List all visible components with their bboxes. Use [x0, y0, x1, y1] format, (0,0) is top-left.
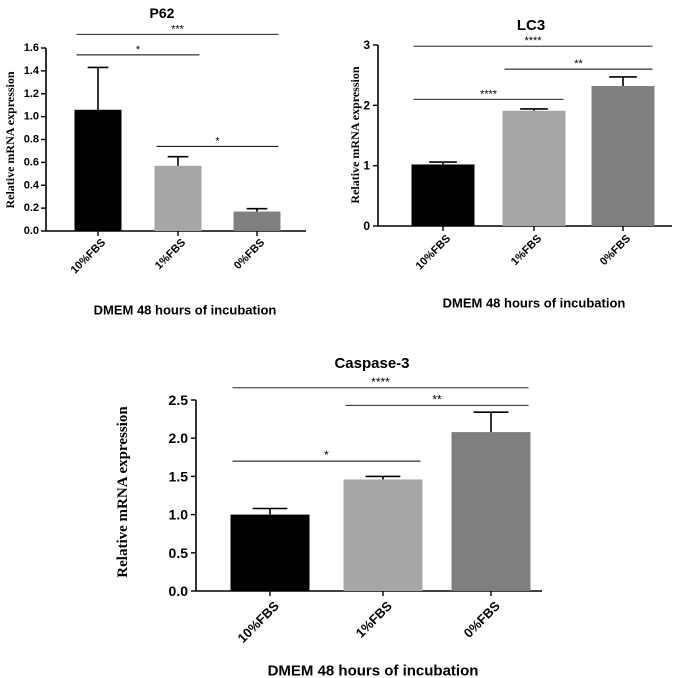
p62-bar — [74, 109, 122, 231]
lc3-ylabel: Relative mRNA expression — [348, 66, 362, 203]
lc3-category-label: 1%FBS — [509, 233, 544, 268]
p62-ytick-label: 1.4 — [24, 65, 40, 77]
caspase3-xlabel: DMEM 48 hours of incubation — [268, 663, 479, 678]
lc3-significance-label: **** — [480, 88, 498, 100]
caspase3-category-label: 1%FBS — [353, 598, 396, 641]
caspase3-ytick-label: 0.5 — [169, 545, 189, 561]
p62-title: P62 — [150, 5, 175, 21]
p62-ytick-label: 1.6 — [24, 42, 39, 54]
lc3-ytick-label: 2 — [363, 98, 370, 112]
caspase3-ylabel: Relative mRNA expression — [115, 406, 131, 578]
p62-bar — [154, 165, 202, 231]
caspase3-significance-label: **** — [371, 375, 390, 389]
p62-ytick-label: 0.2 — [24, 202, 39, 214]
caspase3-ytick-label: 2.5 — [169, 392, 189, 408]
lc3-significance-label: ** — [574, 58, 583, 70]
p62-ylabel: Relative mRNA expression — [3, 71, 17, 208]
caspase3-ytick-label: 2.0 — [169, 430, 189, 446]
lc3-title: LC3 — [517, 17, 545, 34]
lc3-significance-label: **** — [524, 35, 542, 47]
caspase3-category-label: 0%FBS — [461, 598, 504, 641]
p62-category-label: 1%FBS — [153, 237, 188, 272]
p62-bar — [233, 211, 281, 231]
caspase3-significance-label: ** — [432, 392, 442, 406]
caspase3-ytick-label: 0.0 — [169, 583, 189, 599]
p62-ytick-label: 1.0 — [24, 111, 39, 123]
p62-ytick-label: 0.0 — [24, 225, 39, 237]
p62-ytick-label: 0.6 — [24, 156, 39, 168]
lc3-bar — [591, 86, 655, 226]
p62-category-label: 0%FBS — [232, 237, 267, 272]
p62-significance-label: *** — [171, 23, 185, 35]
p62-significance-label: * — [136, 44, 141, 56]
lc3-xlabel: DMEM 48 hours of incubation — [443, 296, 626, 311]
caspase3-ytick-label: 1.0 — [169, 507, 189, 523]
p62-significance-label: * — [215, 135, 220, 147]
lc3-bar — [411, 164, 475, 226]
lc3-category-label: 0%FBS — [598, 233, 633, 268]
lc3-ytick-label: 1 — [363, 159, 370, 173]
p62-ytick-label: 0.4 — [24, 179, 40, 191]
lc3-bar — [502, 110, 566, 226]
lc3-category-label: 10%FBS — [414, 233, 454, 273]
caspase3-significance-label: * — [324, 448, 329, 462]
p62-ytick-label: 1.2 — [24, 88, 39, 100]
p62-ytick-label: 0.8 — [24, 134, 39, 146]
lc3-ytick-label: 0 — [363, 219, 370, 233]
p62-category-label: 10%FBS — [69, 237, 109, 277]
caspase3-category-label: 10%FBS — [235, 598, 283, 646]
caspase3-title: Caspase-3 — [334, 355, 409, 372]
caspase3-bar — [230, 514, 310, 591]
p62-xlabel: DMEM 48 hours of incubation — [94, 303, 277, 318]
caspase3-bar — [343, 479, 423, 591]
caspase3-ytick-label: 1.5 — [169, 468, 189, 484]
caspase3-bar — [451, 432, 531, 591]
lc3-ytick-label: 3 — [363, 38, 370, 52]
